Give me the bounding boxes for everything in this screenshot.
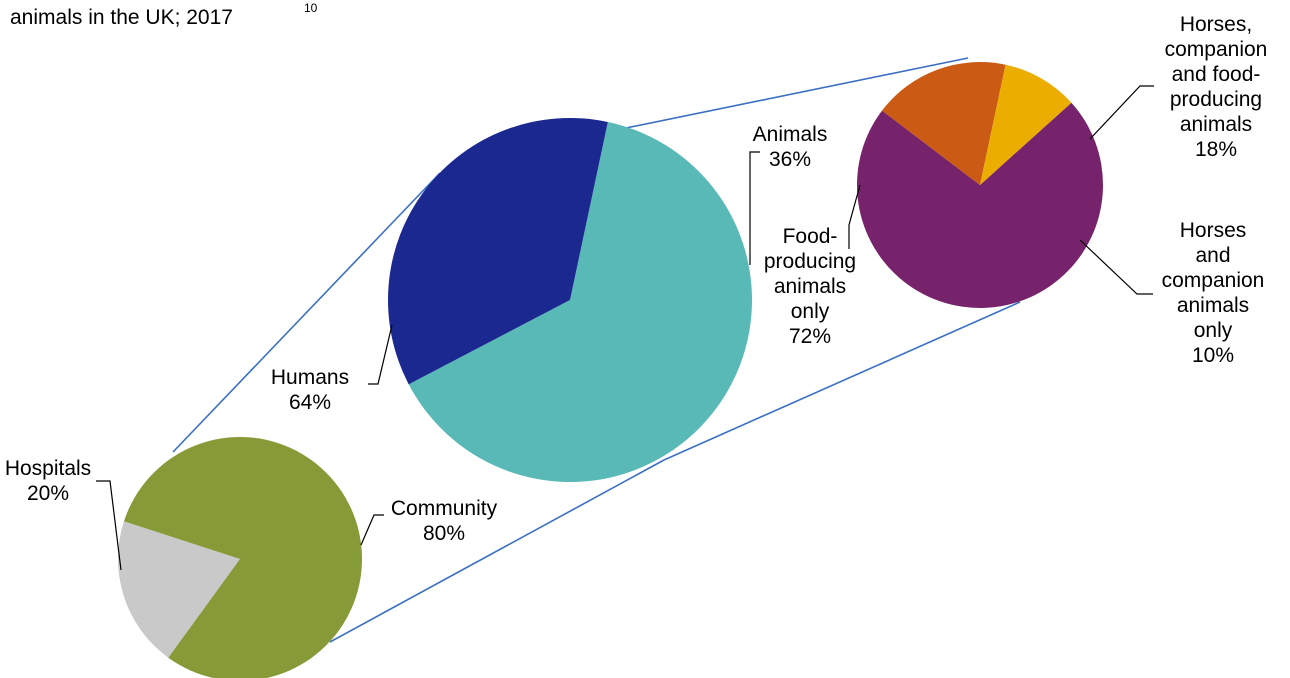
slice-horses-companion-food-leader (1089, 85, 1154, 140)
slice-labels: Hospitals 20% Community 80% Humans 64% Animals… (5, 13, 1268, 545)
label-leaders (96, 85, 1154, 571)
slice-food-producing-only-label-line: producing (764, 250, 856, 273)
slice-community-leader (360, 514, 384, 546)
slice-humans-leader (368, 324, 393, 385)
slice-food-producing-only-label-line: 72% (789, 325, 831, 348)
connector-line-2 (329, 459, 665, 643)
slice-hospitals-label-line: 20% (27, 482, 69, 505)
slice-animals-leader (749, 151, 760, 265)
slice-hospitals-leader (96, 480, 122, 571)
slice-horses-companion-food-label: Horses, companion and food-producing animal… (1165, 13, 1268, 161)
slice-food-producing-only-label: Food-producing animals only 72% (764, 225, 856, 348)
slice-humans-label: Humans 64% (271, 366, 349, 414)
slice-hospitals-label-line: Hospitals (5, 457, 91, 480)
slice-horses-companion-only-label-line: and (1195, 244, 1230, 267)
slice-horses-companion-food-label-line: 18% (1195, 138, 1237, 161)
slice-humans (408, 121, 753, 483)
slice-hospitals-label: Hospitals 20% (5, 457, 91, 505)
slice-horses-companion-only-label-line: Horses (1180, 219, 1247, 242)
slice-community-label: Community 80% (391, 497, 498, 545)
slice-horses-companion-only-label-line: only (1194, 319, 1233, 342)
chart-title: animals in the UK; 2017 10 (10, 1, 318, 29)
zoom-connectors (172, 57, 1021, 643)
title-text: animals in the UK; 2017 (10, 6, 233, 29)
connector-line-4 (663, 301, 1021, 461)
slice-hospitals (117, 521, 240, 658)
slice-horses-companion-food-label-line: animals (1180, 113, 1252, 136)
slice-horses-companion-food-label-line: producing (1170, 88, 1262, 111)
slice-horses-companion-food-label-line: and food- (1172, 63, 1261, 86)
slice-horses-companion-food-label-line: companion (1165, 38, 1268, 61)
pie-charts (117, 62, 1104, 678)
slice-horses-companion-food-label-line: Horses, (1180, 13, 1252, 36)
slice-horses-companion-only-label-line: companion (1162, 269, 1265, 292)
slice-horses-companion-only (980, 64, 1072, 185)
slice-animals-label-line: Animals (753, 123, 828, 146)
slice-community (123, 437, 362, 678)
slice-horses-companion-only-leader (1079, 239, 1153, 295)
slice-horses-companion-only-label-line: animals (1177, 294, 1249, 317)
slice-food-producing-only-label-line: Food- (783, 225, 838, 248)
slice-horses-companion-only-label: Horses and companion animals only 10% (1162, 219, 1265, 367)
connector-line-1 (172, 172, 441, 453)
slice-food-producing-only-label-line: animals (774, 275, 846, 298)
slice-animals-label: Animals 36% (753, 123, 828, 171)
slice-horses-companion-only-label-line: 10% (1192, 344, 1234, 367)
slice-humans-label-line: Humans (271, 366, 349, 389)
slice-food-producing-only-leader (848, 184, 861, 249)
slice-animals-label-line: 36% (769, 148, 811, 171)
slice-food-producing-only (857, 102, 1104, 308)
connector-line-3 (625, 57, 969, 129)
slice-food-producing-only-label-line: only (791, 300, 830, 323)
title-superscript: 10 (304, 1, 318, 15)
slice-community-label-line: Community (391, 497, 498, 520)
slice-community-label-line: 80% (423, 522, 465, 545)
slice-horses-companion-food (882, 62, 1006, 185)
slice-animals (388, 118, 608, 385)
slice-humans-label-line: 64% (289, 391, 331, 414)
